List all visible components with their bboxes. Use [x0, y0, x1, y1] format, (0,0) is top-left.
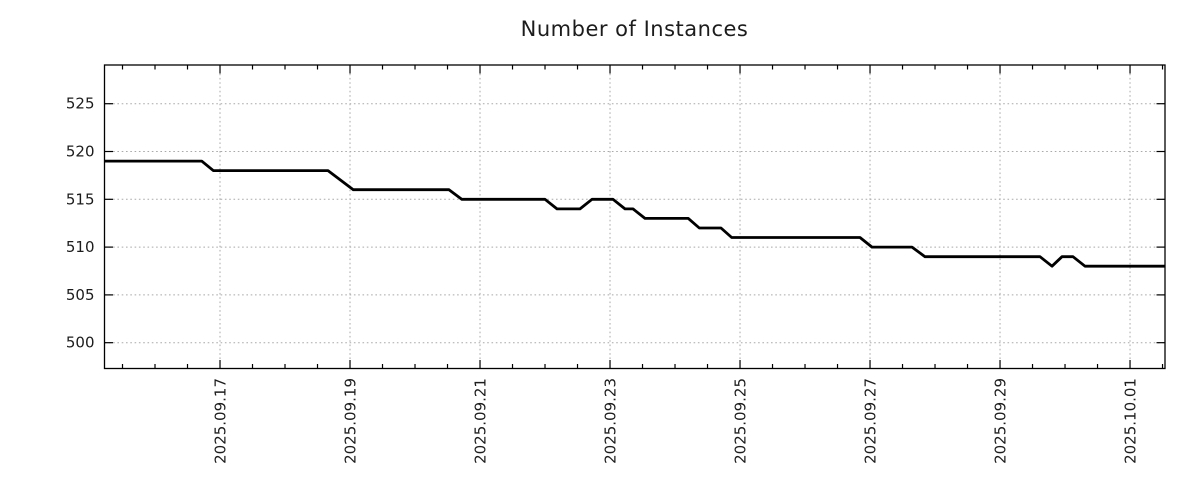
y-tick-label: 525	[66, 95, 95, 113]
tick-marks	[104, 65, 1165, 369]
series-lines	[104, 159, 1165, 268]
y-tick-label: 510	[66, 238, 95, 256]
plot-border	[103, 64, 1166, 370]
x-tick-label: 2025.10.01	[1122, 378, 1140, 464]
y-tick-label: 520	[66, 143, 95, 161]
y-tick-label: 500	[66, 334, 95, 352]
x-tick-label: 2025.09.21	[472, 378, 490, 464]
y-tick-label: 515	[66, 190, 95, 208]
x-tick-label: 2025.09.19	[342, 378, 360, 464]
chart-title: Number of Instances	[520, 17, 749, 41]
series-line-instances	[104, 159, 1165, 268]
x-tick-label: 2025.09.17	[212, 378, 230, 464]
x-tick-label: 2025.09.23	[602, 378, 620, 464]
x-tick-label: 2025.09.29	[992, 378, 1010, 464]
tick-labels: 500 505 510 515 520 525 2025.09.17 2025.09.19 20…	[66, 95, 1140, 464]
gridlines	[104, 65, 1165, 369]
axes	[103, 64, 1166, 370]
x-tick-label: 2025.09.25	[732, 378, 750, 464]
y-tick-label: 505	[66, 286, 95, 304]
x-tick-label: 2025.09.27	[862, 378, 880, 464]
